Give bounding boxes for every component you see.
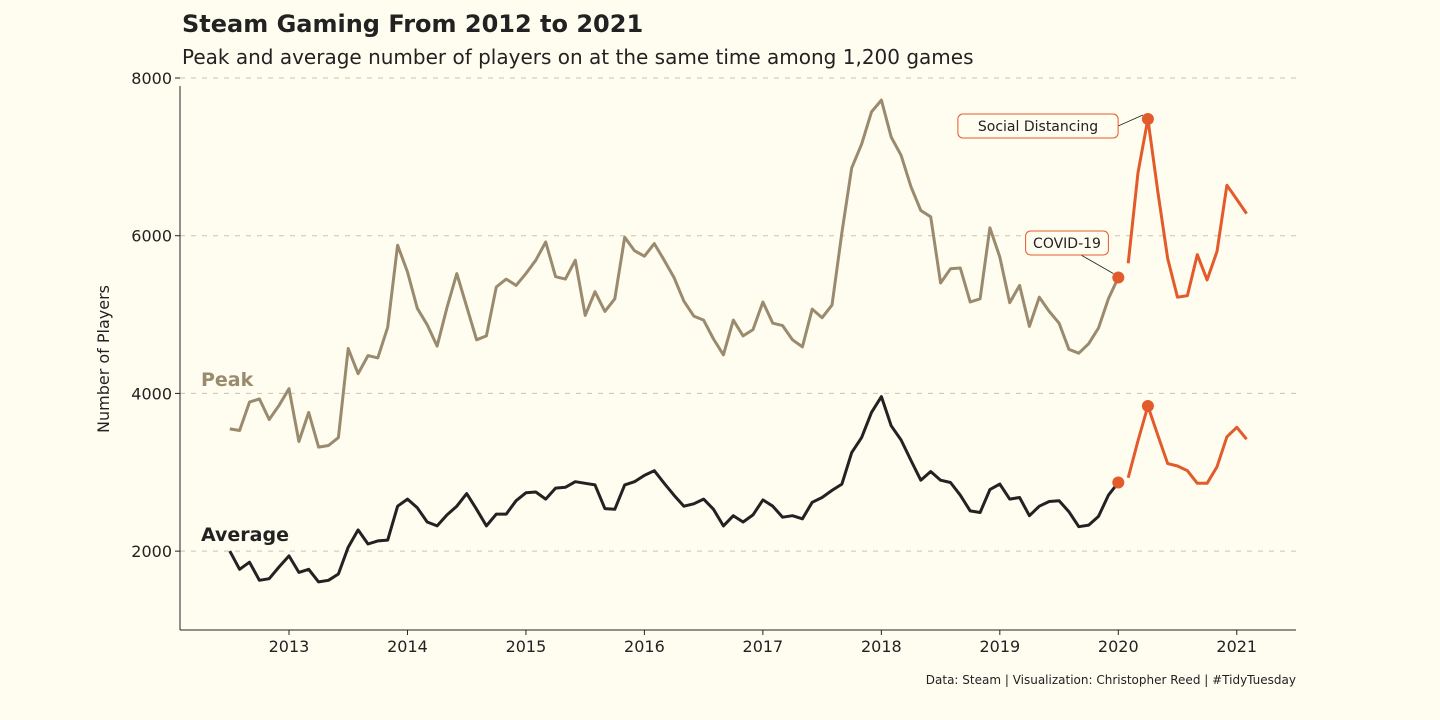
average-series-line bbox=[228, 395, 1120, 584]
axes: 2000 4000 6000 8000 2013 2014 2015 2016 2017 2018… bbox=[94, 69, 1296, 656]
peak-highlight-line bbox=[1126, 117, 1248, 299]
data-source-caption: Data: Steam | Visualization: Christopher… bbox=[925, 673, 1296, 687]
x-tick-label: 2017 bbox=[743, 637, 784, 656]
x-tick-label: 2020 bbox=[1098, 637, 1139, 656]
y-tick-label: 8000 bbox=[131, 69, 172, 88]
x-tick-label: 2013 bbox=[269, 637, 310, 656]
annotation-leader-line bbox=[1117, 114, 1144, 127]
series-labels: Peak Average bbox=[201, 369, 289, 546]
annotations: Social Distancing COVID-19 bbox=[957, 113, 1144, 274]
highlight-markers bbox=[1112, 113, 1154, 489]
x-tick-label: 2021 bbox=[1216, 637, 1257, 656]
average-series-label: Average bbox=[201, 524, 289, 546]
peak-marker bbox=[1112, 271, 1125, 284]
annotation-text: Social Distancing bbox=[978, 119, 1098, 135]
average-marker bbox=[1112, 476, 1125, 489]
x-tick-label: 2016 bbox=[624, 637, 665, 656]
annotation-leader-line bbox=[1080, 254, 1114, 274]
annotation-box bbox=[957, 113, 1119, 139]
series-lines bbox=[228, 98, 1248, 584]
y-tick-label: 4000 bbox=[131, 384, 172, 403]
peak-marker bbox=[1141, 113, 1154, 126]
y-axis-label: Number of Players bbox=[94, 285, 113, 433]
average-marker bbox=[1141, 400, 1154, 413]
peak-series-line bbox=[229, 98, 1120, 449]
y-tick-label: 6000 bbox=[131, 227, 172, 246]
peak-series-label: Peak bbox=[201, 369, 254, 391]
x-tick-label: 2014 bbox=[387, 637, 428, 656]
annotation-box bbox=[1025, 230, 1109, 256]
annotation-social-distancing: Social Distancing bbox=[957, 113, 1144, 139]
chart-title: Steam Gaming From 2012 to 2021 bbox=[182, 10, 644, 38]
chart-subtitle: Peak and average number of players on at… bbox=[182, 45, 974, 69]
annotation-text: COVID-19 bbox=[1033, 236, 1101, 252]
annotation-covid-19: COVID-19 bbox=[1025, 230, 1114, 274]
x-tick-label: 2019 bbox=[979, 637, 1020, 656]
x-tick-label: 2015 bbox=[506, 637, 547, 656]
average-highlight-line bbox=[1126, 404, 1248, 485]
y-tick-label: 2000 bbox=[131, 542, 172, 561]
grid-lines bbox=[180, 77, 1296, 552]
x-tick-label: 2018 bbox=[861, 637, 902, 656]
